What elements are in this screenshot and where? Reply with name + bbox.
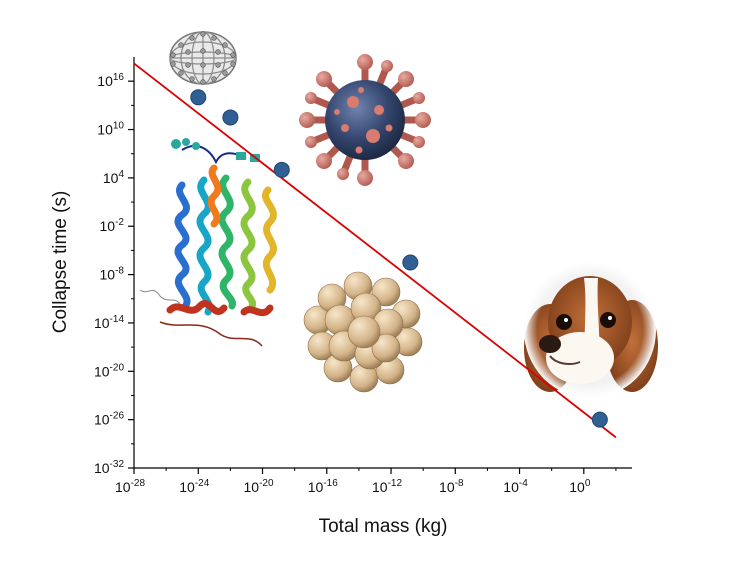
y-tick-label: 1016 <box>97 72 124 89</box>
data-point-virus <box>273 161 290 178</box>
y-tick-label: 10-26 <box>94 411 124 428</box>
y-tick-label: 10-8 <box>100 266 125 283</box>
data-point-dog <box>591 411 608 428</box>
y-tick-label: 10-32 <box>94 459 124 476</box>
y-tick-label: 10-14 <box>94 314 124 331</box>
x-tick-label: 10-12 <box>372 478 402 495</box>
fullerene-illustration <box>169 31 237 85</box>
data-point-fullerene <box>190 89 207 106</box>
x-tick-label: 10-20 <box>244 478 274 495</box>
x-tick-label: 100 <box>569 478 591 495</box>
protein-illustration <box>139 138 277 347</box>
dog-illustration <box>524 262 658 398</box>
x-axis-title: Total mass (kg) <box>319 516 448 537</box>
axes <box>133 57 632 469</box>
data-points <box>190 89 608 428</box>
y-axis-title: Collapse time (s) <box>50 191 71 334</box>
data-point-nanoparticle <box>402 254 419 271</box>
x-tick-label: 10-4 <box>503 478 528 495</box>
data-point-protein <box>222 109 239 126</box>
y-tick-label: 10-2 <box>100 217 125 234</box>
x-tick-label: 10-28 <box>115 478 145 495</box>
virus-illustration <box>299 54 431 186</box>
nanoparticle-illustration <box>303 271 423 393</box>
x-ticks: 10-28 10-24 10-20 10-16 10-12 10-8 10-4 100 <box>115 468 617 495</box>
y-tick-label: 104 <box>103 169 125 186</box>
fit-line <box>133 62 617 439</box>
y-tick-label: 1010 <box>97 121 124 138</box>
y-ticks: 1016 1010 104 10-2 10-8 10-14 10-20 10-26 10-32 <box>94 72 134 476</box>
y-tick-label: 10-20 <box>94 362 124 379</box>
x-tick-label: 10-24 <box>179 478 209 495</box>
x-tick-label: 10-16 <box>308 478 338 495</box>
x-tick-label: 10-8 <box>439 478 464 495</box>
illustrations <box>139 31 658 398</box>
